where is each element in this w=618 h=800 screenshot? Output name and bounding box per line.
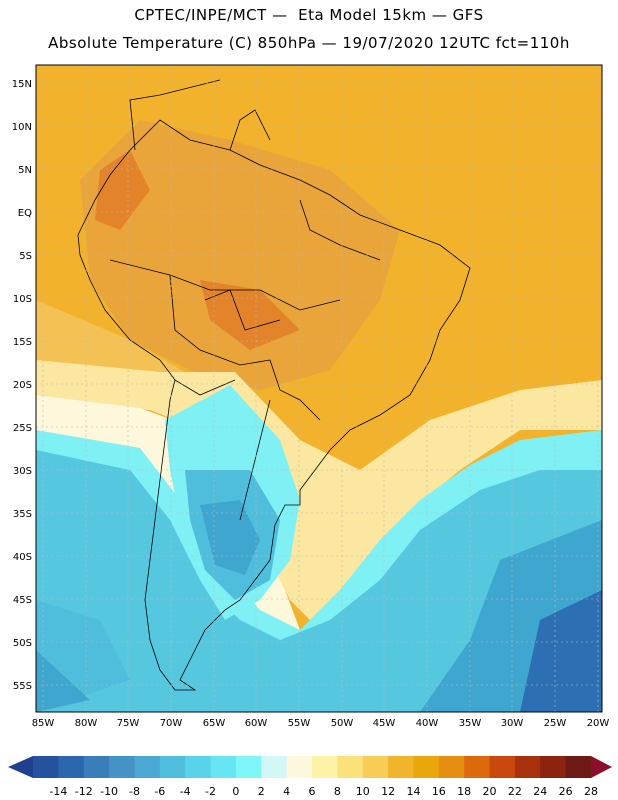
colorbar-label: 0 bbox=[232, 785, 239, 798]
colorbar-swatch bbox=[286, 756, 313, 778]
colorbar-swatch bbox=[337, 756, 364, 778]
lat-label: 5N bbox=[18, 165, 32, 176]
colorbar-label: 24 bbox=[533, 785, 547, 798]
colorbar-label: 4 bbox=[283, 785, 290, 798]
lon-label: 30W bbox=[501, 718, 524, 729]
colorbar-swatch bbox=[109, 756, 135, 778]
colorbar-swatch bbox=[159, 756, 186, 778]
lat-label: 15S bbox=[13, 337, 32, 348]
colorbar-swatch bbox=[261, 756, 288, 778]
colorbar-label: -14 bbox=[49, 785, 67, 798]
colorbar-swatch bbox=[235, 756, 262, 778]
hottest-region-interior bbox=[200, 280, 300, 350]
colorbar-swatch bbox=[464, 756, 491, 778]
colorbar bbox=[8, 756, 612, 778]
lat-label: 45S bbox=[13, 595, 32, 606]
graticule bbox=[36, 65, 602, 712]
lat-label: EQ bbox=[18, 208, 32, 219]
colorbar-label: 16 bbox=[432, 785, 446, 798]
lon-label: 40W bbox=[416, 718, 439, 729]
colorbar-swatch bbox=[134, 756, 161, 778]
colorbar-label: -4 bbox=[180, 785, 191, 798]
lat-label: 55S bbox=[13, 681, 32, 692]
colorbar-swatch bbox=[388, 756, 414, 778]
title-line-2: Absolute Temperature (C) 850hPa — 19/07/… bbox=[48, 34, 570, 52]
lat-label: 15N bbox=[12, 79, 32, 90]
mild-band bbox=[36, 360, 602, 620]
colorbar-swatch bbox=[413, 756, 440, 778]
colorbar-label: 12 bbox=[381, 785, 395, 798]
colorbar-label: 20 bbox=[483, 785, 497, 798]
lat-label: 50S bbox=[13, 638, 32, 649]
colorbar-label: 14 bbox=[406, 785, 420, 798]
lat-label: 30S bbox=[13, 466, 32, 477]
colorbar-swatch bbox=[185, 756, 212, 778]
lon-label: 85W bbox=[32, 718, 55, 729]
colorbar-swatch bbox=[565, 756, 592, 778]
longitude-labels: 85W 80W 75W 70W 65W 60W 55W 50W 45W 40W … bbox=[32, 718, 610, 729]
lat-label: 40S bbox=[13, 552, 32, 563]
lat-label: 10S bbox=[13, 294, 32, 305]
colorbar-right-arrow bbox=[591, 756, 612, 778]
colorbar-label: 2 bbox=[258, 785, 265, 798]
latitude-labels: 15N 10N 5N EQ 5S 10S 15S 20S 25S 30S 35S… bbox=[12, 79, 32, 692]
lon-label: 80W bbox=[75, 718, 98, 729]
colorbar-label: -8 bbox=[129, 785, 140, 798]
colorbar-label: -6 bbox=[154, 785, 165, 798]
coldest-region bbox=[520, 590, 602, 712]
colder-airmass bbox=[36, 450, 602, 712]
colorbar-label: 10 bbox=[356, 785, 370, 798]
hottest-region-andes bbox=[95, 150, 150, 230]
lon-label: 45W bbox=[373, 718, 396, 729]
lon-label: 50W bbox=[331, 718, 354, 729]
lat-label: 10N bbox=[12, 122, 32, 133]
colorbar-swatch bbox=[83, 756, 110, 778]
colorbar-label: -2 bbox=[205, 785, 216, 798]
lon-label: 75W bbox=[117, 718, 140, 729]
colorbar-label: 8 bbox=[334, 785, 341, 798]
lon-label: 60W bbox=[245, 718, 268, 729]
lon-label: 35W bbox=[459, 718, 482, 729]
colorbar-left-arrow bbox=[8, 756, 33, 778]
lon-label: 25W bbox=[544, 718, 567, 729]
colorbar-swatch bbox=[362, 756, 389, 778]
temperature-field bbox=[36, 65, 602, 712]
lat-label: 5S bbox=[19, 251, 32, 262]
colorbar-label: 26 bbox=[559, 785, 573, 798]
lon-label: 55W bbox=[288, 718, 311, 729]
lon-label: 65W bbox=[203, 718, 226, 729]
colorbar-labels: -14 -12 -10 -8 -6 -4 -2 0 2 4 6 8 10 12 14 16 18 20 22 24 26… bbox=[49, 785, 598, 798]
colorbar-swatch bbox=[514, 756, 541, 778]
title-line-1: CPTEC/INPE/MCT — Eta Model 15km — GFS bbox=[134, 6, 484, 24]
lon-label: 70W bbox=[160, 718, 183, 729]
hot-region bbox=[80, 120, 400, 390]
colorbar-swatch bbox=[540, 756, 567, 778]
colorbar-swatch bbox=[312, 756, 338, 778]
lat-label: 35S bbox=[13, 509, 32, 520]
colorbar-label: -10 bbox=[100, 785, 118, 798]
colorbar-label: 6 bbox=[309, 785, 316, 798]
colorbar-swatch bbox=[438, 756, 465, 778]
colorbar-swatch bbox=[489, 756, 516, 778]
colorbar-label: -12 bbox=[75, 785, 93, 798]
colorbar-swatch bbox=[210, 756, 237, 778]
colorbar-swatch bbox=[58, 756, 85, 778]
lat-label: 20S bbox=[13, 380, 32, 391]
map-border bbox=[35, 64, 603, 713]
colorbar-label: 28 bbox=[584, 785, 598, 798]
colorbar-label: 22 bbox=[508, 785, 522, 798]
lat-label: 25S bbox=[13, 423, 32, 434]
lon-label: 20W bbox=[587, 718, 610, 729]
colorbar-swatch bbox=[33, 756, 59, 778]
colorbar-label: 18 bbox=[457, 785, 471, 798]
coastlines bbox=[77, 79, 471, 691]
